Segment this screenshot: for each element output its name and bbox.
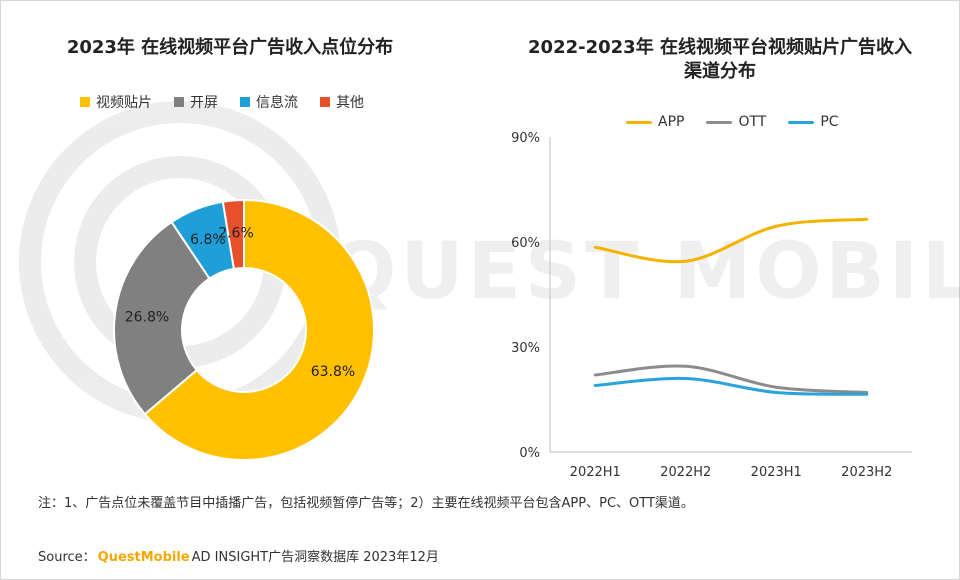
donut-slice-video-patch: [143, 198, 375, 461]
y-tick-label: 90%: [511, 131, 540, 146]
legend-swatch-feed: [240, 97, 250, 107]
source-prefix: Source：: [38, 550, 96, 565]
source-suffix: AD INSIGHT广告洞察数据库 2023年12月: [191, 550, 439, 565]
donut-legend: 视频贴片 开屏 信息流 其他: [80, 92, 386, 112]
legend-swatch-ott: [706, 120, 733, 124]
legend-item-feed: 信息流: [240, 92, 298, 112]
legend-swatch-open-screen: [174, 97, 184, 107]
legend-label-open-screen: 开屏: [190, 95, 218, 111]
source-brand: QuestMobile: [97, 550, 190, 565]
donut-label-open-screen: 26.8%: [125, 309, 169, 325]
y-tick-label: 30%: [511, 341, 540, 356]
source-line: Source： QuestMobile AD INSIGHT广告洞察数据库 20…: [38, 546, 439, 565]
donut-label-video-patch: 63.8%: [311, 364, 355, 380]
x-tick-label: 2023H2: [841, 465, 892, 480]
donut-chart-title: 2023年 在线视频平台广告收入点位分布: [66, 37, 394, 58]
legend-swatch-other: [320, 97, 330, 107]
legend-item-open-screen: 开屏: [174, 92, 218, 112]
x-tick-label: 2023H1: [751, 465, 802, 480]
legend-label-video-patch: 视频贴片: [96, 95, 152, 111]
donut-slice-other: [221, 198, 245, 270]
y-tick-label: 60%: [511, 236, 540, 251]
series-line-app: [593, 217, 869, 264]
legend-swatch-pc: [788, 120, 815, 124]
legend-item-video-patch: 视频贴片: [80, 92, 152, 112]
legend-label-ott: OTT: [738, 114, 767, 130]
legend-label-other: 其他: [336, 95, 364, 111]
legend-label-feed: 信息流: [256, 95, 298, 111]
footnote: 注：1、广告点位未覆盖节目中插播广告，包括视频暂停广告等；2）主要在线视频平台包…: [38, 496, 694, 511]
x-tick-label: 2022H1: [570, 465, 621, 480]
donut-slice-open-screen: [113, 220, 211, 416]
legend-label-app: APP: [658, 114, 685, 130]
legend-item-pc: PC: [788, 114, 839, 130]
series-line-pc: [593, 376, 869, 396]
x-tick-label: 2022H2: [660, 465, 711, 480]
legend-label-pc: PC: [820, 114, 839, 130]
donut-label-feed: 6.8%: [190, 232, 226, 248]
y-tick-label: 0%: [519, 446, 540, 461]
legend-item-other: 其他: [320, 92, 364, 112]
line-chart-title: 2022-2023年 在线视频平台视频贴片广告收入渠道分布: [528, 37, 912, 82]
legend-swatch-app: [626, 120, 652, 124]
legend-swatch-video-patch: [80, 97, 90, 107]
series-line-ott: [593, 364, 869, 394]
line-legend: APP OTT PC: [626, 114, 861, 130]
legend-item-app: APP: [626, 114, 684, 130]
legend-item-ott: OTT: [706, 114, 766, 130]
donut-label-other: 2.6%: [218, 225, 254, 241]
